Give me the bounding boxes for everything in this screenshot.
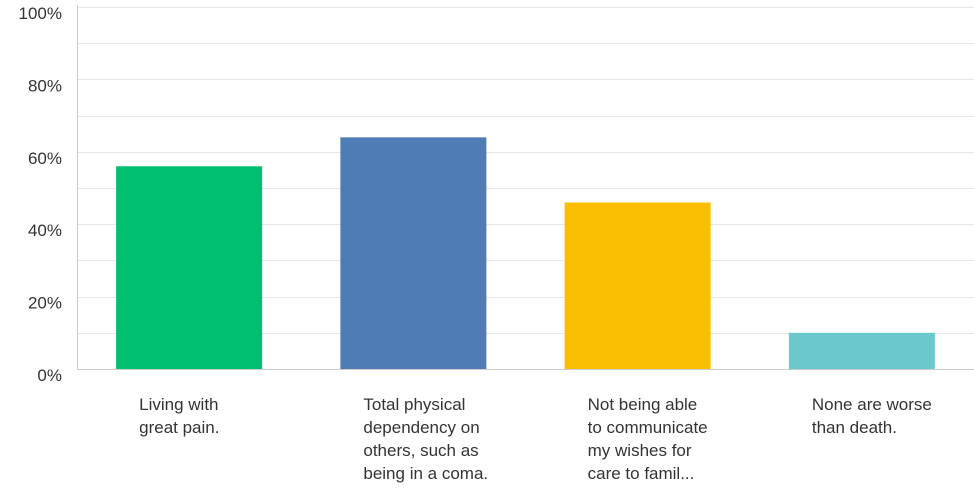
y-tick-label: 0%	[37, 366, 62, 385]
x-category-label-line: than death.	[812, 418, 897, 437]
x-category-label-line: care to famil...	[588, 464, 695, 483]
x-axis-category-labels: Living with great pain. Total physical depe…	[139, 395, 932, 483]
x-category-label-line: Living with	[139, 395, 218, 414]
x-category-label-line: great pain.	[139, 418, 219, 437]
x-category-label-line: being in a coma.	[363, 464, 488, 483]
y-axis-tick-labels: 0% 20% 40% 60% 80% 100%	[19, 4, 62, 385]
x-category-label-2: Total physical dependency on others, such …	[363, 395, 488, 483]
bar-layer	[116, 137, 935, 369]
axis-layer	[77, 5, 974, 370]
y-tick-label: 80%	[28, 76, 62, 95]
x-category-label-line: None are worse	[812, 395, 932, 414]
bar-3	[564, 202, 711, 369]
x-category-label-line: dependency on	[363, 418, 479, 437]
y-tick-label: 60%	[28, 149, 62, 168]
bar-2	[340, 137, 487, 369]
y-tick-label: 40%	[28, 221, 62, 240]
x-category-label-line: my wishes for	[588, 441, 692, 460]
x-category-label-line: to communicate	[588, 418, 708, 437]
x-category-label-line: Not being able	[588, 395, 698, 414]
y-tick-label: 20%	[28, 294, 62, 313]
bar-1	[116, 166, 263, 369]
x-category-label-3: Not being able to communicate my wishes fo…	[588, 395, 708, 483]
bar-4	[788, 332, 935, 369]
x-category-label-line: Total physical	[363, 395, 465, 414]
x-category-label-4: None are worse than death.	[812, 395, 932, 437]
x-category-label-line: others, such as	[363, 441, 478, 460]
x-category-label-1: Living with great pain.	[139, 395, 219, 437]
y-tick-label: 100%	[19, 4, 62, 23]
